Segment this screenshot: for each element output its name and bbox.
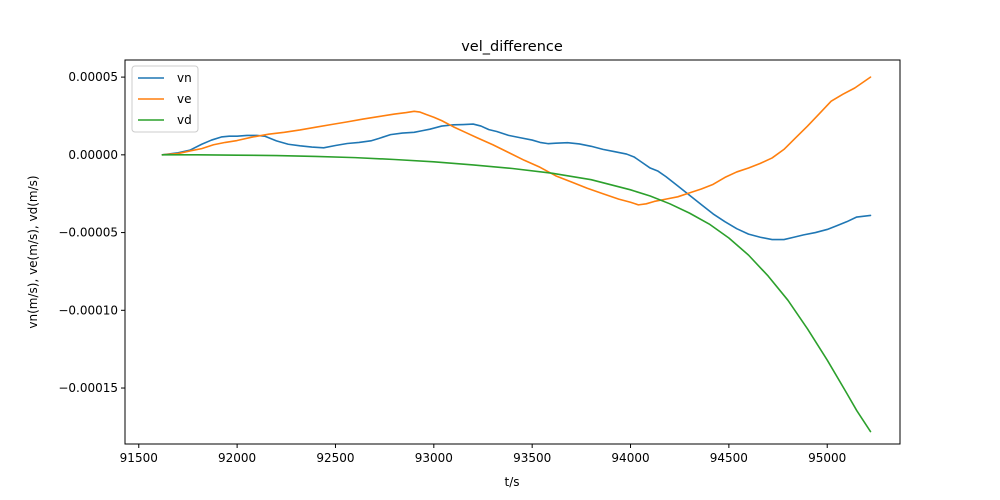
y-tick-label: −0.00010 (58, 303, 118, 317)
x-tick-label: 94000 (611, 451, 649, 465)
x-tick-label: 92500 (316, 451, 354, 465)
x-tick-label: 93000 (415, 451, 453, 465)
chart-title: vel_difference (461, 39, 563, 55)
plot-frame (124, 59, 901, 445)
legend-items: vn ve vd (138, 71, 192, 127)
x-axis-label: t/s (505, 475, 520, 489)
y-tick-label: 0.00005 (68, 70, 118, 84)
y-axis-ticks: 0.00005 0.00000 −0.00005 −0.00010 −0.00015 (58, 70, 125, 395)
series-layer (161, 76, 872, 433)
y-tick-label: −0.00015 (58, 381, 118, 395)
legend-label-vn: vn (177, 71, 192, 85)
legend-label-ve: ve (177, 92, 191, 106)
legend-label-vd: vd (177, 113, 192, 127)
series-line-vd (161, 154, 872, 433)
plot-area: 91500 92000 92500 93000 93500 94000 94500 95000… (58, 59, 901, 465)
x-tick-label: 95000 (808, 451, 846, 465)
x-tick-label: 91500 (120, 451, 158, 465)
y-axis-label: vn(m/s), ve(m/s), vd(m/s) (26, 175, 40, 328)
x-axis-ticks: 91500 92000 92500 93000 93500 94000 94500 95000 (120, 444, 846, 465)
y-tick-label: −0.00005 (58, 226, 118, 240)
x-tick-label: 94500 (710, 451, 748, 465)
legend-box (131, 65, 199, 133)
y-tick-label: 0.00000 (68, 148, 118, 162)
x-tick-label: 92000 (218, 451, 256, 465)
legend: vn ve vd (131, 65, 199, 133)
series-line-vn (161, 123, 872, 241)
series-line-ve (161, 76, 872, 206)
x-tick-label: 93500 (513, 451, 551, 465)
